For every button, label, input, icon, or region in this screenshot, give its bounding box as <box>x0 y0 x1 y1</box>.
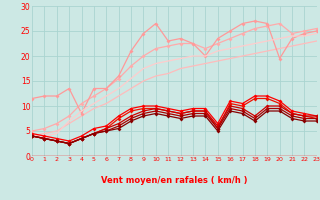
X-axis label: Vent moyen/en rafales ( km/h ): Vent moyen/en rafales ( km/h ) <box>101 176 248 185</box>
